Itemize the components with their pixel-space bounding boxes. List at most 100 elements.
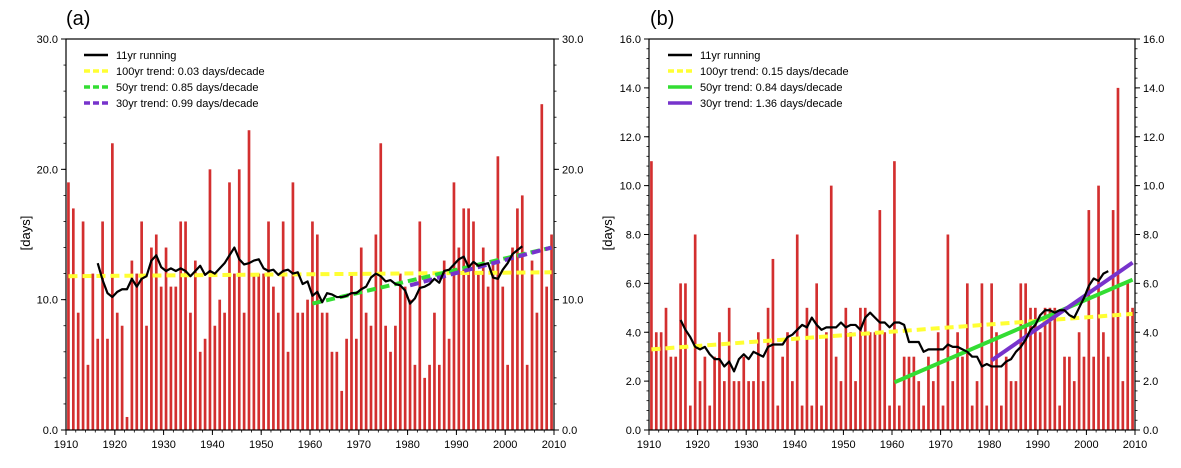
bar	[335, 351, 339, 430]
bar	[829, 185, 833, 431]
bar	[242, 312, 246, 430]
bar	[374, 234, 378, 430]
bar	[530, 260, 534, 430]
bar	[965, 283, 969, 431]
bar	[917, 381, 921, 431]
bar	[394, 325, 397, 430]
legend-label: 30yr trend: 1.36 days/decade	[700, 98, 842, 110]
bar	[713, 356, 716, 430]
bar	[1102, 332, 1105, 430]
bar	[1048, 307, 1052, 430]
bar	[1058, 405, 1061, 430]
y-tick-label-right: 2.0	[1143, 376, 1158, 388]
bar	[800, 405, 804, 430]
bar	[462, 208, 466, 430]
bar	[301, 312, 305, 430]
bar	[159, 286, 163, 430]
bar	[1106, 356, 1110, 430]
bar	[888, 405, 891, 430]
y-tick-label-right: 6.0	[1143, 278, 1158, 290]
bar	[703, 356, 707, 430]
bar	[472, 221, 475, 430]
bar	[491, 260, 495, 430]
x-tick-label: 1960	[880, 439, 904, 451]
bar	[389, 351, 392, 430]
bar	[805, 307, 809, 430]
bar	[659, 332, 663, 430]
trend-line	[893, 277, 1134, 385]
bar	[535, 312, 539, 430]
bar	[213, 325, 217, 430]
bar	[839, 381, 843, 431]
bar	[936, 332, 940, 430]
x-tick-label: 1950	[249, 439, 273, 451]
bar	[218, 299, 222, 430]
bar	[125, 416, 129, 430]
x-tick-label: 2010	[542, 439, 566, 451]
bar	[496, 156, 500, 431]
bar	[252, 273, 256, 430]
bar	[868, 332, 872, 430]
panel-label: (b)	[650, 8, 674, 30]
bar	[257, 273, 261, 430]
bar	[1087, 210, 1091, 430]
bar	[1131, 307, 1134, 430]
bar	[276, 312, 280, 430]
bar	[970, 405, 974, 430]
chart-panel-b: 0.0 0.0 2.0 2.0 4.0 4.0 6.0 6.0 8.0 8.0 10.0 10.0 12…	[600, 8, 1164, 451]
bar	[1053, 307, 1057, 430]
bar	[120, 325, 124, 430]
bar	[511, 247, 514, 430]
bar	[369, 325, 373, 430]
bar	[980, 283, 984, 431]
bar	[203, 338, 207, 430]
bar	[1019, 283, 1023, 431]
bar	[1004, 356, 1008, 430]
y-axis-label: [days]	[600, 216, 615, 251]
bar	[1097, 185, 1100, 431]
bar	[306, 299, 309, 430]
y-tick-label-right: 10.0	[562, 295, 583, 307]
x-tick-label: 1920	[685, 439, 709, 451]
bar	[481, 247, 485, 430]
bar	[398, 273, 402, 430]
x-tick-label: 1970	[347, 439, 371, 451]
bar	[975, 381, 979, 431]
bar	[747, 381, 750, 431]
bar	[1082, 356, 1086, 430]
bar	[189, 312, 192, 430]
bar	[995, 332, 998, 430]
bars-group	[67, 104, 553, 431]
y-tick-label: 0.0	[43, 425, 58, 437]
running-mean-line	[96, 245, 523, 305]
bar	[878, 210, 882, 430]
bar	[545, 286, 549, 430]
bar	[722, 381, 726, 431]
legend-label: 50yr trend: 0.84 days/decade	[700, 82, 842, 94]
y-tick-label-right: 8.0	[1143, 230, 1158, 242]
bar	[761, 381, 765, 431]
y-tick-label-right: 14.0	[1143, 83, 1164, 95]
x-tick-label: 1920	[103, 439, 127, 451]
bar	[990, 283, 993, 431]
bar	[130, 260, 134, 430]
bar	[922, 405, 925, 430]
bar	[897, 405, 901, 430]
y-axis-label: [days]	[18, 216, 33, 251]
bar	[776, 405, 780, 430]
y-tick-label-right: 4.0	[1143, 327, 1158, 339]
legend-label: 100yr trend: 0.15 days/decade	[700, 66, 849, 78]
y-tick-label-right: 0.0	[562, 425, 577, 437]
bar	[501, 286, 505, 430]
bar	[428, 364, 431, 430]
bar	[688, 405, 692, 430]
bar	[433, 312, 436, 430]
x-tick-label: 1960	[298, 439, 322, 451]
bar	[325, 312, 329, 430]
bar	[766, 307, 770, 430]
bar	[457, 247, 461, 430]
bar	[247, 130, 251, 431]
bar	[267, 221, 270, 430]
legend: 11yr running 100yr trend: 0.15 days/decad…	[668, 50, 849, 110]
bar	[145, 325, 148, 430]
